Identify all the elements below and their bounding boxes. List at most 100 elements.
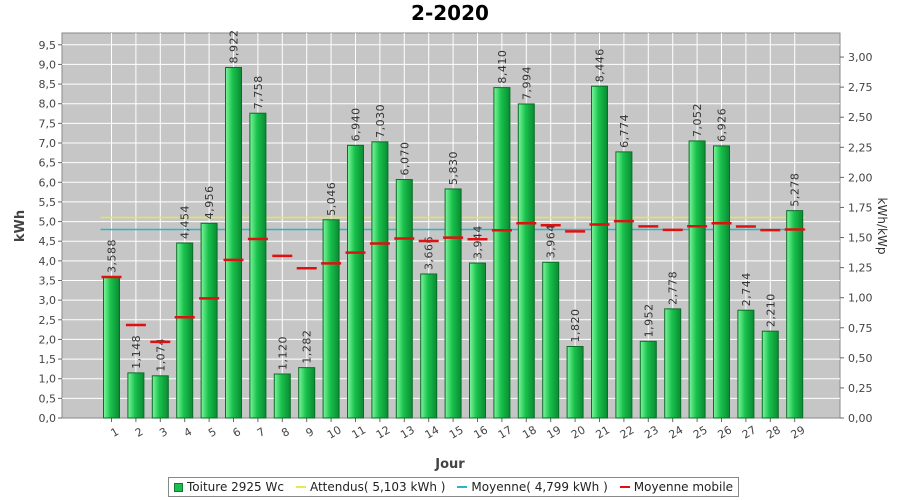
bar	[200, 222, 218, 419]
bar	[517, 103, 535, 419]
y-axis-label: kWh	[13, 210, 28, 242]
bar-value-label: 1,120	[276, 336, 289, 370]
x-tick-label: 29	[789, 423, 808, 441]
x-tick-label: 22	[618, 423, 637, 441]
y-tick-label: 4,0	[39, 255, 57, 268]
y-tick-label: 6,5	[39, 157, 57, 170]
bar	[151, 375, 169, 419]
x-tick-label: 26	[715, 423, 734, 441]
x-tick-label: 17	[496, 423, 515, 441]
bar	[444, 188, 462, 419]
bar-value-label: 6,070	[398, 142, 411, 176]
bar-value-label: 6,940	[350, 107, 363, 141]
y-tick-label: 7,0	[39, 137, 57, 150]
x-tick-label: 7	[255, 425, 268, 440]
y2-tick-label: 1,75	[848, 201, 873, 214]
y-tick-label: 8,0	[39, 98, 57, 111]
x-tick-label: 5	[206, 425, 219, 440]
bar-value-label: 7,030	[374, 104, 387, 138]
bar-value-label: 1,820	[569, 309, 582, 343]
legend-swatch	[457, 486, 468, 488]
legend-swatch	[295, 486, 306, 488]
chart-title: 2-2020	[411, 1, 489, 25]
bar-value-label: 3,944	[472, 225, 485, 259]
bar-value-label: 1,282	[301, 330, 314, 364]
bar-value-label: 8,922	[228, 29, 241, 63]
y2-tick-label: 2,75	[848, 81, 873, 94]
y-tick-label: 4,5	[39, 235, 57, 248]
legend-item: Moyenne mobile	[619, 480, 733, 494]
bar	[273, 373, 291, 419]
y-tick-label: 8,5	[39, 78, 57, 91]
bar-value-label: 3,666	[423, 236, 436, 270]
x-axis-label: Jour	[434, 457, 465, 472]
bar	[420, 273, 438, 419]
y2-tick-label: 1,50	[848, 232, 873, 245]
y2-tick-label: 0,50	[848, 352, 873, 365]
y-tick-label: 3,5	[39, 275, 57, 288]
x-tick-label: 23	[642, 423, 661, 441]
bar	[395, 179, 413, 419]
x-tick-label: 15	[447, 423, 466, 441]
x-tick-label: 3	[157, 425, 170, 440]
bar	[664, 308, 682, 419]
x-tick-label: 10	[325, 423, 344, 441]
bar	[347, 144, 364, 419]
y2-tick-label: 0,25	[848, 382, 873, 395]
bar-value-label: 7,994	[520, 66, 533, 100]
x-tick-label: 27	[740, 423, 759, 441]
bar-value-label: 5,278	[789, 173, 802, 207]
y2-tick-label: 0,00	[848, 412, 873, 425]
bar	[127, 372, 145, 419]
x-tick-label: 16	[471, 423, 490, 441]
bar	[542, 261, 560, 419]
bar	[249, 112, 267, 419]
x-tick-label: 28	[764, 423, 783, 441]
bar-value-label: 1,074	[154, 338, 167, 372]
x-tick-label: 2	[133, 425, 146, 440]
bar-value-label: 5,046	[325, 182, 338, 216]
bar-value-label: 6,774	[618, 114, 631, 148]
y2-axis-label: kWh/kWp	[875, 198, 889, 255]
bar	[639, 340, 657, 419]
bar	[688, 140, 706, 419]
bar-value-label: 1,148	[130, 335, 143, 369]
x-tick-label: 11	[349, 423, 368, 441]
y-tick-label: 9,5	[39, 39, 57, 52]
bar	[591, 85, 608, 419]
bar	[761, 330, 779, 419]
y-tick-label: 9,0	[39, 58, 57, 71]
y-tick-label: 1,5	[39, 353, 57, 366]
x-tick-label: 4	[182, 425, 195, 440]
bar	[322, 219, 340, 419]
legend-item: Toiture 2925 Wc	[174, 480, 284, 494]
x-tick-label: 20	[569, 423, 588, 441]
bar	[469, 262, 486, 419]
bar	[713, 145, 730, 419]
y-tick-label: 2,0	[39, 333, 57, 346]
y2-tick-label: 2,50	[848, 111, 873, 124]
bar-value-label: 3,588	[106, 239, 119, 273]
y-tick-label: 5,5	[39, 196, 57, 209]
y-tick-label: 7,5	[39, 117, 57, 130]
x-tick-label: 21	[593, 423, 612, 441]
legend-swatch	[174, 482, 183, 492]
bar-value-label: 2,744	[740, 272, 753, 306]
bar-value-label: 8,446	[594, 48, 607, 82]
y2-tick-label: 3,00	[848, 51, 873, 64]
bar-value-label: 5,830	[447, 151, 460, 185]
x-tick-label: 24	[667, 423, 686, 441]
bar	[103, 276, 120, 419]
bar	[176, 242, 194, 419]
bar-value-label: 1,952	[642, 303, 655, 337]
bar	[493, 87, 511, 419]
y2-tick-label: 0,75	[848, 322, 873, 335]
legend-label: Moyenne( 4,799 kWh )	[471, 480, 608, 494]
x-tick-label: 19	[545, 423, 564, 441]
y-tick-label: 2,5	[39, 314, 57, 327]
bar	[298, 367, 316, 419]
legend-item: Moyenne( 4,799 kWh )	[457, 480, 608, 494]
bar-value-label: 7,052	[691, 103, 704, 137]
bar	[371, 141, 389, 419]
